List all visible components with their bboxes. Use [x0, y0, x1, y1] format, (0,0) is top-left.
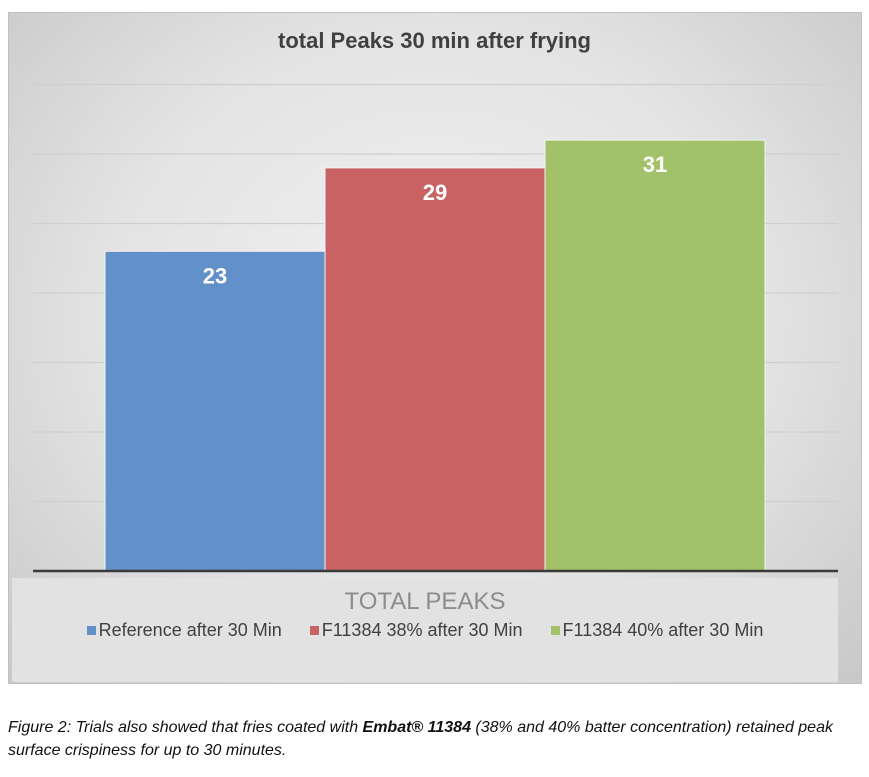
chart-title: total Peaks 30 min after frying: [278, 28, 591, 53]
legend-label: F11384 38% after 30 Min: [321, 620, 523, 640]
legend-label: Reference after 30 Min: [98, 620, 282, 640]
x-axis-label: TOTAL PEAKS: [344, 588, 506, 615]
bar-1: [324, 167, 546, 572]
legend-swatch: [309, 626, 319, 635]
legend: TOTAL PEAKS Reference after 30 Min F1138…: [12, 578, 838, 682]
legend-swatch: [86, 626, 96, 635]
caption-product: Embat® 11384: [362, 719, 471, 736]
bar-2: [544, 139, 766, 572]
bar-0: [104, 250, 326, 572]
legend-item-f11384-38: F11384 38% after 30 Min: [309, 620, 523, 641]
caption-text: Figure 2: Trials also showed that fries …: [8, 719, 363, 736]
data-label: 23: [203, 263, 227, 288]
legend-item-reference: Reference after 30 Min: [86, 620, 282, 641]
caption-text-end: (38% and 40% batter concentration) retai…: [8, 719, 833, 759]
legend-item-f11384-40: F11384 40% after 30 Min: [550, 620, 764, 641]
legend-swatch: [550, 626, 560, 635]
legend-label: F11384 40% after 30 Min: [562, 620, 764, 640]
figure-caption: Figure 2: Trials also showed that fries …: [8, 716, 858, 762]
data-label: 31: [643, 152, 667, 177]
data-label: 29: [423, 180, 447, 205]
